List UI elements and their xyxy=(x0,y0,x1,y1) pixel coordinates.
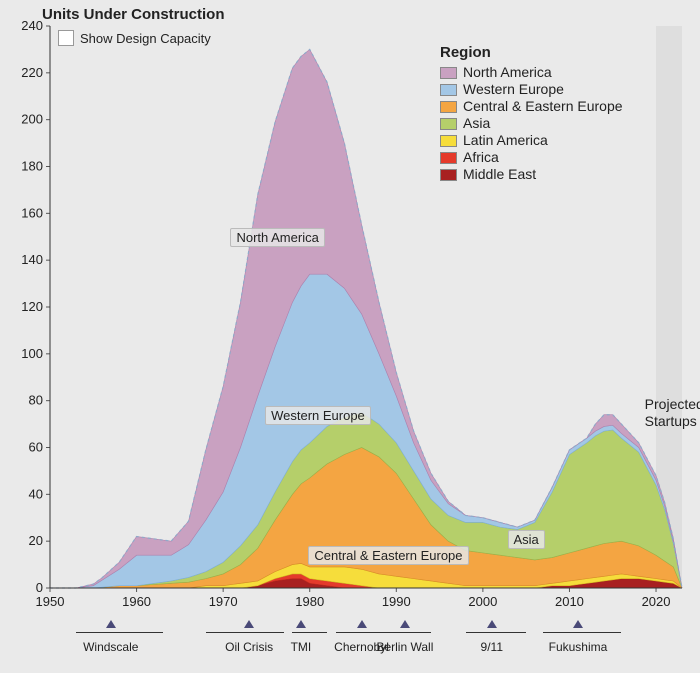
svg-text:220: 220 xyxy=(21,65,43,80)
event-label: Fukushima xyxy=(549,640,608,654)
svg-text:0: 0 xyxy=(36,580,43,595)
legend-label: Middle East xyxy=(463,166,536,183)
legend-swatch xyxy=(440,152,457,164)
legend-item[interactable]: Africa xyxy=(440,149,623,166)
legend: Region North AmericaWestern EuropeCentra… xyxy=(440,44,623,183)
event-marker-icon xyxy=(106,620,116,628)
svg-text:1960: 1960 xyxy=(122,594,151,609)
svg-text:240: 240 xyxy=(21,18,43,33)
event-label: Berlin Wall xyxy=(376,640,433,654)
event-bar xyxy=(292,632,327,633)
svg-text:160: 160 xyxy=(21,205,43,220)
legend-item[interactable]: Western Europe xyxy=(440,81,623,98)
event-marker-icon xyxy=(244,620,254,628)
legend-label: Western Europe xyxy=(463,81,564,98)
legend-item[interactable]: Central & Eastern Europe xyxy=(440,98,623,115)
svg-text:180: 180 xyxy=(21,159,43,174)
legend-item[interactable]: North America xyxy=(440,64,623,81)
svg-text:1950: 1950 xyxy=(36,594,65,609)
svg-text:2000: 2000 xyxy=(468,594,497,609)
series-label-asia: Asia xyxy=(508,530,545,549)
projected-line1: Projected xyxy=(645,396,700,412)
series-label-western_europe: Western Europe xyxy=(265,406,371,425)
projected-line2: Startups xyxy=(645,413,697,429)
legend-item[interactable]: Latin America xyxy=(440,132,623,149)
legend-swatch xyxy=(440,169,457,181)
event-marker-icon xyxy=(487,620,497,628)
svg-text:2020: 2020 xyxy=(642,594,671,609)
legend-label: Latin America xyxy=(463,132,548,149)
event-marker-icon xyxy=(573,620,583,628)
legend-label: Asia xyxy=(463,115,490,132)
event-label: TMI xyxy=(291,640,312,654)
svg-text:80: 80 xyxy=(29,393,43,408)
event-bar xyxy=(543,632,621,633)
svg-text:1990: 1990 xyxy=(382,594,411,609)
event-bar xyxy=(206,632,284,633)
legend-label: Central & Eastern Europe xyxy=(463,98,623,115)
legend-swatch xyxy=(440,118,457,130)
svg-text:40: 40 xyxy=(29,486,43,501)
svg-text:1970: 1970 xyxy=(209,594,238,609)
event-bar xyxy=(76,632,163,633)
svg-text:100: 100 xyxy=(21,346,43,361)
event-bar xyxy=(466,632,527,633)
svg-text:140: 140 xyxy=(21,252,43,267)
legend-swatch xyxy=(440,101,457,113)
svg-text:200: 200 xyxy=(21,112,43,127)
event-marker-icon xyxy=(400,620,410,628)
chart-container: { "canvas": { "width": 700, "height": 67… xyxy=(0,0,700,673)
svg-text:20: 20 xyxy=(29,533,43,548)
projected-startups-label: Projected Startups xyxy=(645,396,700,430)
svg-text:2010: 2010 xyxy=(555,594,584,609)
svg-text:120: 120 xyxy=(21,299,43,314)
event-label: Windscale xyxy=(83,640,138,654)
legend-swatch xyxy=(440,84,457,96)
event-marker-icon xyxy=(296,620,306,628)
svg-text:1980: 1980 xyxy=(295,594,324,609)
legend-item[interactable]: Asia xyxy=(440,115,623,132)
event-label: 9/11 xyxy=(481,640,503,654)
legend-label: Africa xyxy=(463,149,499,166)
series-label-central_eastern_europe: Central & Eastern Europe xyxy=(308,546,468,565)
legend-label: North America xyxy=(463,64,552,81)
event-label: Oil Crisis xyxy=(225,640,273,654)
event-bar xyxy=(388,632,431,633)
legend-item[interactable]: Middle East xyxy=(440,166,623,183)
series-label-north_america: North America xyxy=(230,228,324,247)
event-marker-icon xyxy=(357,620,367,628)
legend-title: Region xyxy=(440,44,623,61)
svg-text:60: 60 xyxy=(29,440,43,455)
legend-swatch xyxy=(440,135,457,147)
event-bar xyxy=(336,632,388,633)
legend-swatch xyxy=(440,67,457,79)
